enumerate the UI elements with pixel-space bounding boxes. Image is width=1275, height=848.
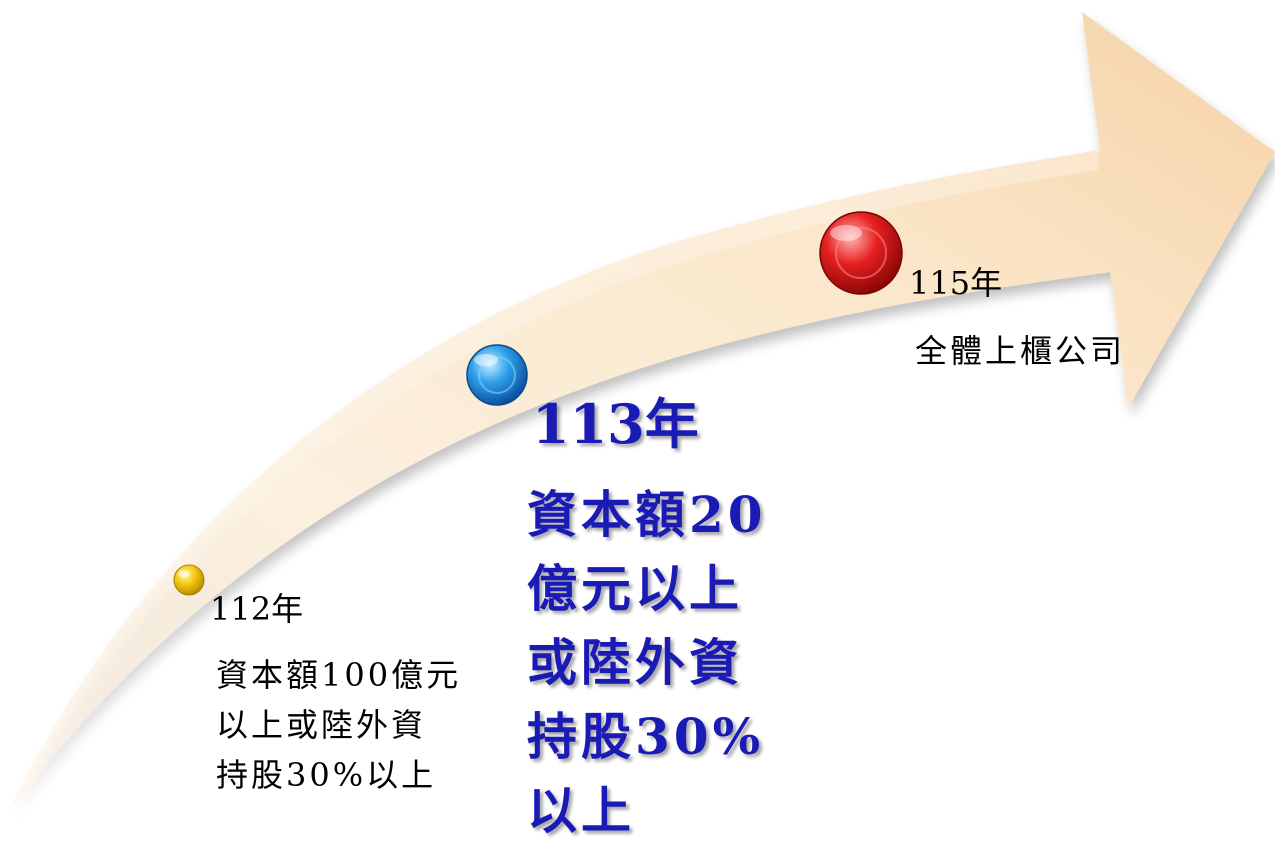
curved-arrow-shape — [8, 12, 1275, 812]
marker-115 — [819, 211, 903, 295]
curved-arrow — [8, 12, 1275, 812]
milestone-112-line-1: 資本額100億元 — [216, 656, 462, 694]
blue-dot-inner — [478, 356, 516, 394]
milestone-112-line-3: 持股30%以上 — [216, 756, 437, 794]
milestone-112-description: 資本額100億元 以上或陸外資 持股30%以上 — [216, 650, 461, 800]
milestone-113-line-3: 或陸外資 — [527, 633, 743, 692]
red-dot-shine — [830, 225, 862, 241]
blue-dot-shine — [474, 354, 498, 366]
marker-113 — [466, 344, 528, 406]
milestone-113-year: 113年 — [532, 392, 699, 456]
yellow-dot-icon — [173, 564, 205, 596]
milestone-113-description: 資本額20 億元以上 或陸外資 持股30% 以上 — [527, 478, 767, 848]
milestone-115-line-1: 全體上櫃公司 — [915, 332, 1126, 370]
milestone-115-year: 115年 — [909, 264, 1003, 302]
milestone-115-description: 全體上櫃公司 — [915, 326, 1125, 376]
milestone-113-line-2: 億元以上 — [527, 559, 743, 618]
marker-112 — [173, 564, 205, 596]
milestone-113-line-5: 以上 — [527, 781, 635, 840]
red-dot-inner — [835, 227, 887, 279]
yellow-dot-shine — [178, 570, 190, 578]
milestone-113-line-1: 資本額20 — [527, 485, 767, 544]
milestone-113-line-4: 持股30% — [527, 707, 765, 766]
red-dot-icon — [819, 211, 903, 295]
blue-dot-icon — [466, 344, 528, 406]
milestone-112-line-2: 以上或陸外資 — [216, 706, 427, 744]
milestone-112-year: 112年 — [210, 590, 304, 628]
